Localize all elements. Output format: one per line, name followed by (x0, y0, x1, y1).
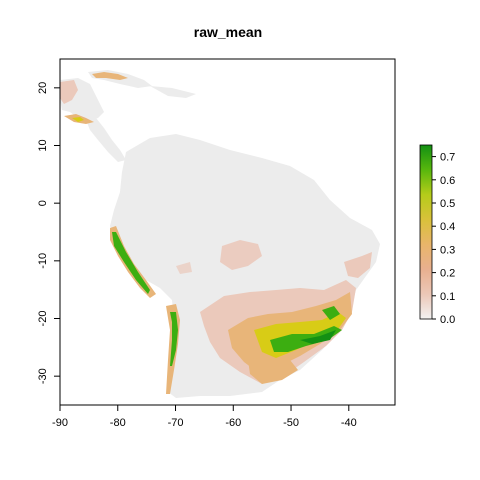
plot-frame (59, 58, 396, 406)
y-tick-label: 0 (37, 200, 49, 206)
x-tick-label: -90 (52, 417, 68, 429)
legend-tick-label: 0.6 (440, 175, 455, 187)
andes-strip-green (112, 232, 150, 294)
x-axis: -90 -80 -70 -60 -50 -40 (52, 405, 357, 429)
y-tick-label: -10 (37, 253, 49, 269)
yucatan-raster (60, 80, 78, 104)
caribbean-islands-east (150, 86, 196, 98)
central-america-yellow (72, 117, 84, 122)
y-tick-label: -30 (37, 368, 49, 384)
legend-colorbar: 0.0 0.1 0.2 0.3 0.4 0.5 0.6 0.7 (419, 144, 455, 326)
central-america-isthmus (86, 118, 126, 162)
legend-tick-label: 0.5 (440, 198, 455, 210)
map-raster (60, 70, 380, 398)
east-coast-pink (344, 252, 372, 278)
y-axis: 20 10 0 -10 -20 -30 (37, 82, 60, 384)
south-orange-lower (248, 356, 298, 384)
x-tick-label: -40 (341, 417, 357, 429)
x-tick-label: -80 (110, 417, 126, 429)
cuba-raster (92, 72, 128, 80)
legend-tick-label: 0.1 (440, 291, 455, 303)
legend-tick-label: 0.0 (440, 314, 455, 326)
x-tick-label: -70 (168, 417, 184, 429)
south-darkgreen-zone (300, 330, 336, 344)
legend-tick-label: 0.3 (440, 244, 455, 256)
interior-pink-1 (220, 240, 262, 270)
legend-ticks: 0.0 0.1 0.2 0.3 0.4 0.5 0.6 0.7 (432, 152, 455, 326)
interior-pink-2 (176, 262, 192, 274)
y-tick-label: 20 (37, 82, 49, 94)
x-tick-label: -50 (283, 417, 299, 429)
legend-tick-label: 0.4 (440, 221, 455, 233)
x-tick-label: -60 (225, 417, 241, 429)
rio-green-zone (322, 306, 340, 320)
legend-tick-label: 0.2 (440, 268, 455, 280)
chile-strip-green (170, 312, 178, 366)
legend-bar (419, 144, 433, 320)
y-tick-label: 10 (37, 139, 49, 151)
y-tick-label: -20 (37, 311, 49, 327)
plot-title: raw_mean (194, 24, 262, 40)
legend-tick-label: 0.7 (440, 152, 455, 164)
